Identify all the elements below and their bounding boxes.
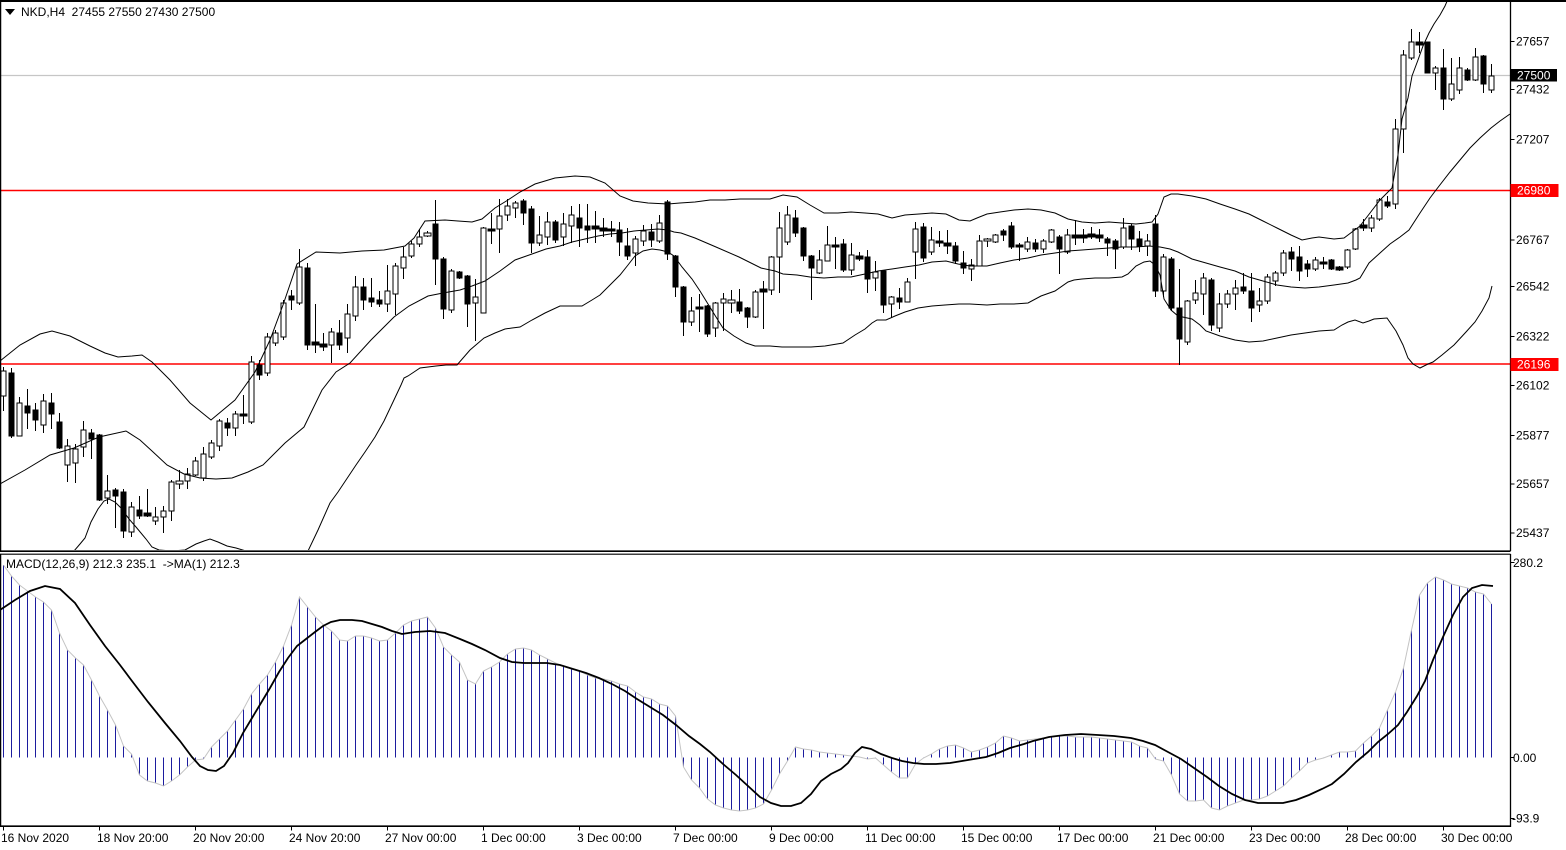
svg-text:MACD(12,26,9) 212.3 235.1 ->M: MACD(12,26,9) 212.3 235.1 ->MA(1) 212.3 [6, 557, 240, 571]
svg-text:1 Dec 00:00: 1 Dec 00:00 [481, 831, 546, 845]
svg-text:23 Dec 00:00: 23 Dec 00:00 [1249, 831, 1321, 845]
svg-text:30 Dec 00:00: 30 Dec 00:00 [1441, 831, 1513, 845]
svg-text:11 Dec 00:00: 11 Dec 00:00 [865, 831, 936, 845]
svg-text:27657: 27657 [1516, 35, 1550, 49]
svg-text:27432: 27432 [1516, 83, 1550, 97]
svg-text:21 Dec 00:00: 21 Dec 00:00 [1153, 831, 1225, 845]
svg-text:25437: 25437 [1516, 526, 1550, 540]
svg-text:18 Nov 20:00: 18 Nov 20:00 [97, 831, 169, 845]
svg-text:280.2: 280.2 [1513, 556, 1543, 570]
svg-text:26767: 26767 [1516, 233, 1550, 247]
svg-text:26196: 26196 [1517, 358, 1551, 372]
svg-text:3 Dec 00:00: 3 Dec 00:00 [577, 831, 642, 845]
svg-text:17 Dec 00:00: 17 Dec 00:00 [1057, 831, 1129, 845]
svg-text:27500: 27500 [1517, 69, 1551, 83]
svg-text:26980: 26980 [1517, 184, 1551, 198]
svg-text:0.00: 0.00 [1513, 751, 1537, 765]
svg-text:15 Dec 00:00: 15 Dec 00:00 [961, 831, 1033, 845]
svg-text:26102: 26102 [1516, 379, 1550, 393]
svg-text:7 Dec 00:00: 7 Dec 00:00 [673, 831, 738, 845]
svg-text:NKD,H4 27455 27550 27430 2750: NKD,H4 27455 27550 27430 27500 [21, 5, 215, 19]
svg-text:26322: 26322 [1516, 330, 1550, 344]
svg-text:27207: 27207 [1516, 133, 1550, 147]
svg-text:9 Dec 00:00: 9 Dec 00:00 [769, 831, 834, 845]
svg-text:-93.9: -93.9 [1512, 812, 1540, 826]
svg-text:28 Dec 00:00: 28 Dec 00:00 [1345, 831, 1417, 845]
svg-text:16 Nov 2020: 16 Nov 2020 [1, 831, 69, 845]
svg-text:25877: 25877 [1516, 429, 1550, 443]
svg-text:24 Nov 20:00: 24 Nov 20:00 [289, 831, 361, 845]
svg-text:26542: 26542 [1516, 280, 1550, 294]
svg-text:27 Nov 00:00: 27 Nov 00:00 [385, 831, 457, 845]
svg-text:25657: 25657 [1516, 477, 1550, 491]
svg-text:20 Nov 20:00: 20 Nov 20:00 [193, 831, 265, 845]
